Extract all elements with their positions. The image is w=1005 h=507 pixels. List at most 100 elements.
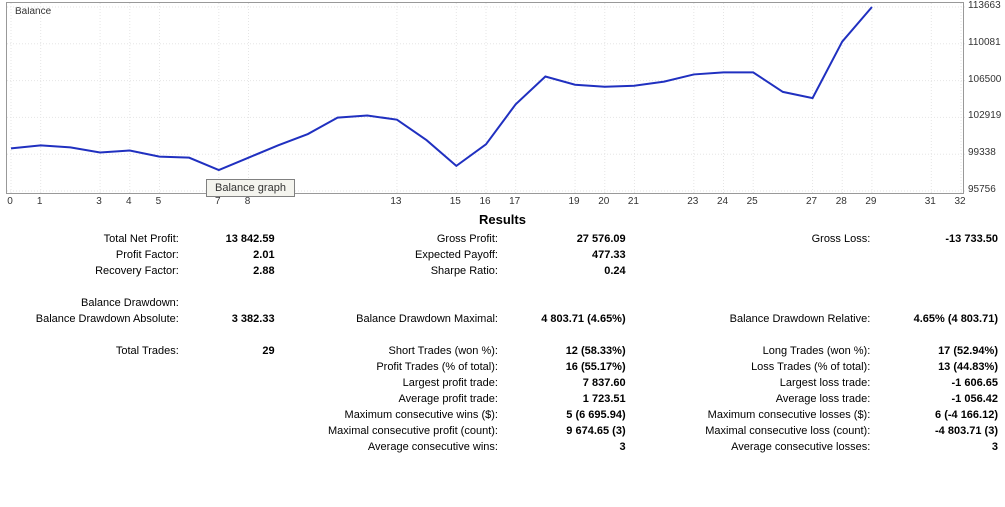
stat-label: Total Net Profit:: [2, 231, 183, 247]
stat-value: 3 382.33: [183, 311, 279, 327]
table-row: Maximal consecutive profit (count):9 674…: [2, 423, 1002, 439]
y-tick-label: 95756: [968, 184, 996, 195]
stat-label: Average loss trade:: [640, 391, 874, 407]
stat-label: [2, 359, 183, 375]
chart-line: [7, 3, 965, 195]
stat-label: Sharpe Ratio:: [289, 263, 502, 279]
stat-value: [183, 375, 279, 391]
table-row: [2, 327, 1002, 343]
stat-label: Gross Profit:: [289, 231, 502, 247]
results-heading: Results: [0, 212, 1005, 227]
stat-value: [874, 279, 1002, 295]
stat-value: 13 (44.83%): [874, 359, 1002, 375]
stat-value: 12 (58.33%): [502, 343, 630, 359]
results-body: Total Net Profit:13 842.59Gross Profit:2…: [2, 231, 1002, 455]
x-tick-label: 31: [925, 196, 936, 207]
stat-value: 5 (6 695.94): [502, 407, 630, 423]
stat-value: [183, 439, 279, 455]
chart-tooltip: Balance graph: [206, 179, 295, 197]
stat-label: [289, 327, 502, 343]
table-row: Maximum consecutive wins ($):5 (6 695.94…: [2, 407, 1002, 423]
x-tick-label: 19: [569, 196, 580, 207]
stat-label: [640, 279, 874, 295]
stat-label: Largest profit trade:: [289, 375, 502, 391]
x-tick-label: 13: [390, 196, 401, 207]
x-tick-label: 20: [598, 196, 609, 207]
x-tick-label: 7: [215, 196, 221, 207]
table-row: Recovery Factor:2.88Sharpe Ratio:0.24: [2, 263, 1002, 279]
x-tick-label: 29: [865, 196, 876, 207]
x-tick-label: 8: [245, 196, 251, 207]
stat-label: [2, 407, 183, 423]
stat-value: 0.24: [502, 263, 630, 279]
y-tick-label: 113663: [968, 0, 1001, 11]
stat-value: [502, 295, 630, 311]
stat-label: [2, 423, 183, 439]
x-tick-label: 0: [7, 196, 13, 207]
stat-label: Expected Payoff:: [289, 247, 502, 263]
y-tick-label: 106500: [968, 74, 1001, 85]
x-tick-label: 5: [156, 196, 162, 207]
stat-value: 27 576.09: [502, 231, 630, 247]
stat-label: Largest loss trade:: [640, 375, 874, 391]
stat-value: 2.88: [183, 263, 279, 279]
stat-value: [183, 423, 279, 439]
stat-label: Balance Drawdown:: [2, 295, 183, 311]
stat-label: [2, 375, 183, 391]
stat-label: Long Trades (won %):: [640, 343, 874, 359]
stat-value: 9 674.65 (3): [502, 423, 630, 439]
x-tick-label: 24: [717, 196, 728, 207]
table-row: Balance Drawdown:: [2, 295, 1002, 311]
stat-value: 4.65% (4 803.71): [874, 311, 1002, 327]
x-tick-label: 21: [628, 196, 639, 207]
table-row: Largest profit trade:7 837.60Largest los…: [2, 375, 1002, 391]
stat-value: 3: [874, 439, 1002, 455]
stat-label: Short Trades (won %):: [289, 343, 502, 359]
table-row: Profit Factor:2.01Expected Payoff:477.33: [2, 247, 1002, 263]
x-tick-label: 28: [836, 196, 847, 207]
stat-value: [874, 247, 1002, 263]
stat-label: Balance Drawdown Relative:: [640, 311, 874, 327]
stat-value: 17 (52.94%): [874, 343, 1002, 359]
table-row: [2, 279, 1002, 295]
stat-label: Balance Drawdown Absolute:: [2, 311, 183, 327]
balance-chart: Balance 95756993381029191065001100811136…: [0, 0, 1005, 210]
stat-label: Gross Loss:: [640, 231, 874, 247]
x-tick-label: 15: [450, 196, 461, 207]
chart-plot-area: Balance: [6, 2, 964, 194]
stat-label: Average consecutive losses:: [640, 439, 874, 455]
stat-label: Loss Trades (% of total):: [640, 359, 874, 375]
results-table: Total Net Profit:13 842.59Gross Profit:2…: [2, 231, 1002, 455]
x-tick-label: 25: [747, 196, 758, 207]
stat-label: [289, 295, 502, 311]
x-tick-label: 3: [96, 196, 102, 207]
x-tick-label: 4: [126, 196, 132, 207]
stat-value: 1 723.51: [502, 391, 630, 407]
stat-value: [183, 359, 279, 375]
stat-value: 3: [502, 439, 630, 455]
y-tick-label: 99338: [968, 147, 996, 158]
x-axis-ticks: 0134578131516171920212324252728293132: [6, 196, 964, 210]
x-tick-label: 1: [37, 196, 43, 207]
stat-label: [640, 247, 874, 263]
stat-label: [640, 263, 874, 279]
stat-value: -1 606.65: [874, 375, 1002, 391]
x-tick-label: 23: [687, 196, 698, 207]
stat-value: 13 842.59: [183, 231, 279, 247]
stat-value: 16 (55.17%): [502, 359, 630, 375]
stat-value: [183, 391, 279, 407]
stat-value: -13 733.50: [874, 231, 1002, 247]
table-row: Total Trades:29Short Trades (won %):12 (…: [2, 343, 1002, 359]
stat-label: [2, 391, 183, 407]
stat-value: [183, 279, 279, 295]
stat-label: Balance Drawdown Maximal:: [289, 311, 502, 327]
stat-label: [2, 279, 183, 295]
stat-value: [502, 327, 630, 343]
y-tick-label: 102919: [968, 110, 1001, 121]
stat-label: Average consecutive wins:: [289, 439, 502, 455]
stat-label: Average profit trade:: [289, 391, 502, 407]
stat-value: [183, 327, 279, 343]
stat-label: Maximum consecutive wins ($):: [289, 407, 502, 423]
table-row: Average consecutive wins:3Average consec…: [2, 439, 1002, 455]
stat-value: [183, 407, 279, 423]
